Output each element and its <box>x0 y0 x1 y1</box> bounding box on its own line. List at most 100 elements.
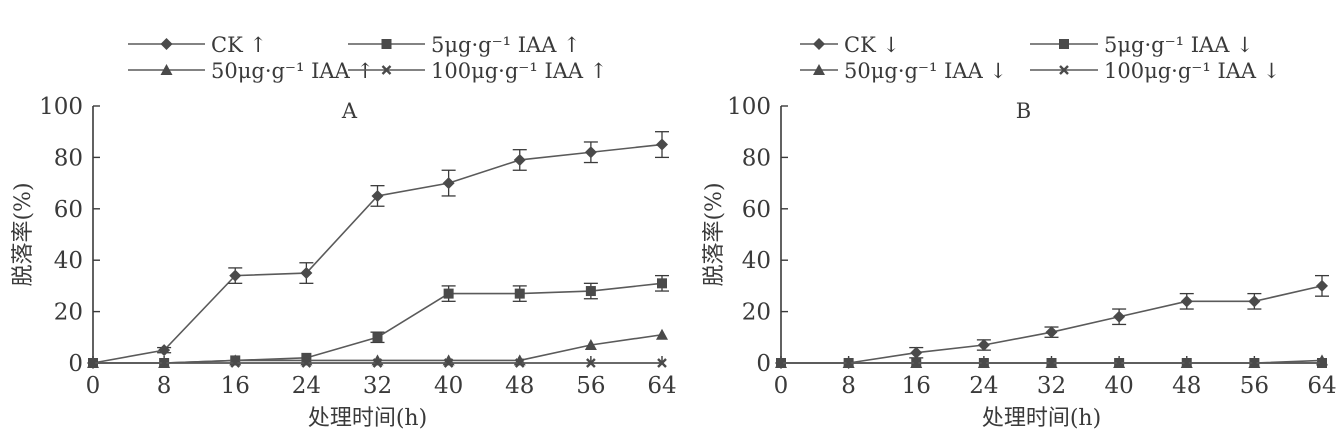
legend-entry: 100μg·g⁻¹ IAA ↑ <box>348 59 607 83</box>
x-marker-stroke <box>657 358 667 368</box>
x-tick-label: 32 <box>363 373 392 399</box>
y-tick-label: 60 <box>742 197 771 223</box>
x-tick-label: 56 <box>576 373 605 399</box>
legend-entry: 100μg·g⁻¹ IAA ↓ <box>1030 59 1280 83</box>
y-tick-label: 40 <box>742 248 771 274</box>
data-point <box>977 339 990 352</box>
data-point <box>1248 295 1261 308</box>
data-point <box>657 278 667 289</box>
data-point <box>443 288 454 299</box>
x-tick-label: 16 <box>221 373 250 399</box>
data-point <box>230 358 241 368</box>
legend-marker <box>813 38 825 50</box>
data-point <box>979 358 989 368</box>
legend-marker <box>1059 39 1069 49</box>
x-tick-label: 48 <box>505 373 534 399</box>
data-point <box>1046 358 1057 368</box>
legend-marker <box>160 64 173 75</box>
data-point <box>1114 358 1124 368</box>
x-marker-stroke <box>911 358 922 368</box>
legend-label: 50μg·g⁻¹ IAA ↓ <box>844 59 1007 83</box>
data-point <box>442 177 455 190</box>
series-line <box>92 143 663 364</box>
data-point <box>513 153 526 166</box>
data-point <box>300 267 313 280</box>
x-marker-stroke <box>1059 65 1069 75</box>
data-point <box>656 138 668 151</box>
x-marker-stroke <box>1114 358 1124 368</box>
y-tick-label: 60 <box>54 197 83 223</box>
data-point <box>301 358 312 368</box>
panel-b: 0 20 40 60 80 100 0 8 16 24 32 40 48 56 64 处理时间(h) 脱落率(%… <box>702 33 1337 431</box>
data-point <box>656 328 668 340</box>
x-marker-stroke <box>1317 358 1327 368</box>
x-marker-stroke <box>1046 358 1057 368</box>
x-marker-stroke <box>381 65 392 75</box>
legend-entry: 50μg·g⁻¹ IAA ↓ <box>800 59 1007 83</box>
x-marker-stroke <box>159 358 169 368</box>
x-tick-label: 24 <box>292 373 321 399</box>
x-marker-stroke <box>230 358 241 368</box>
data-point <box>843 358 854 368</box>
legend-entry: 50μg·g⁻¹ IAA ↑ <box>128 59 374 83</box>
data-point <box>443 358 454 368</box>
x-marker-stroke <box>843 358 854 368</box>
x-marker-stroke <box>88 358 98 368</box>
legend-label: 5μg·g⁻¹ IAA ↑ <box>431 33 581 57</box>
x-tick-label: 48 <box>1172 373 1201 399</box>
data-point <box>776 358 786 368</box>
y-tick-label: 20 <box>742 300 771 326</box>
series-3 <box>776 358 1327 368</box>
data-point <box>911 358 922 368</box>
data-point <box>229 269 242 282</box>
data-point <box>158 344 171 357</box>
legend-marker <box>813 64 825 75</box>
data-point <box>584 146 597 159</box>
data-point <box>514 358 525 368</box>
y-tick-label: 0 <box>68 351 83 377</box>
data-point <box>1181 358 1192 368</box>
legend-entry: CK ↑ <box>128 33 267 57</box>
legend-marker <box>160 38 173 50</box>
series-line <box>781 285 1323 364</box>
x-tick-label: 56 <box>1240 373 1269 399</box>
data-point <box>372 332 383 343</box>
x-marker-stroke <box>979 358 989 368</box>
series-line <box>93 282 663 364</box>
series-0 <box>775 274 1329 369</box>
legend-label: 5μg·g⁻¹ IAA ↓ <box>1104 33 1254 57</box>
x-tick-label: 0 <box>86 373 101 399</box>
legend-label: CK ↑ <box>211 33 267 57</box>
series-1 <box>88 274 669 368</box>
x-marker-stroke <box>443 358 454 368</box>
data-point <box>586 358 596 368</box>
x-tick-label: 8 <box>841 373 856 399</box>
data-point <box>585 286 596 297</box>
legend-label: 100μg·g⁻¹ IAA ↑ <box>431 59 607 83</box>
x-tick-label: 24 <box>969 373 998 399</box>
x-axis-label: 处理时间(h) <box>308 406 427 431</box>
data-point <box>88 358 98 368</box>
x-tick-label: 0 <box>774 373 789 399</box>
data-point <box>1045 326 1058 339</box>
x-marker-stroke <box>586 358 596 368</box>
x-marker-stroke <box>514 358 525 368</box>
y-axis-label: 脱落率(%) <box>702 182 727 286</box>
x-tick-label: 40 <box>434 373 463 399</box>
data-point <box>657 358 667 368</box>
y-tick-label: 100 <box>727 94 771 120</box>
data-point <box>372 358 383 368</box>
data-point <box>1249 358 1260 368</box>
legend-entry: 5μg·g⁻¹ IAA ↑ <box>348 33 581 57</box>
x-tick-label: 8 <box>157 373 172 399</box>
y-tick-label: 20 <box>54 300 83 326</box>
x-marker-stroke <box>776 358 786 368</box>
y-tick-label: 0 <box>756 351 771 377</box>
series-0 <box>87 131 669 369</box>
x-marker-stroke <box>301 358 312 368</box>
legend-entry: 5μg·g⁻¹ IAA ↓ <box>1030 33 1254 57</box>
x-tick-label: 64 <box>647 373 676 399</box>
y-tick-label: 80 <box>54 145 83 171</box>
y-axis-label: 脱落率(%) <box>11 182 36 286</box>
